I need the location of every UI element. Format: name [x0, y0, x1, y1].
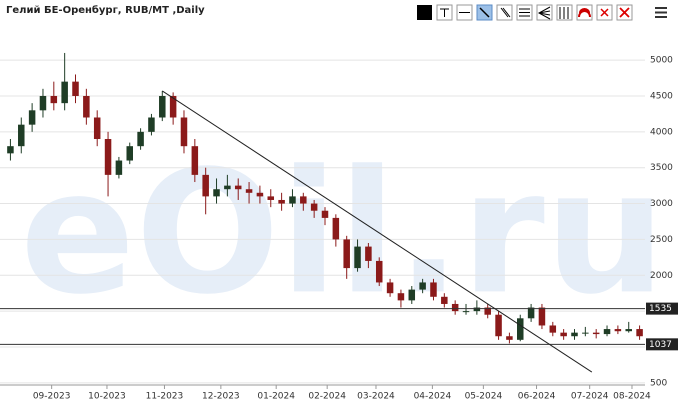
candle-body — [18, 124, 25, 147]
x-tick-label: 02-2024 — [308, 392, 346, 402]
candle-body — [321, 210, 329, 218]
candle-body — [289, 196, 296, 204]
candle-body — [614, 329, 622, 332]
candle-body — [267, 196, 275, 200]
candle-body — [527, 307, 535, 319]
candle-body — [571, 332, 578, 337]
x-tick-label: 12-2023 — [202, 392, 240, 402]
candle-body — [180, 117, 188, 147]
candle-body — [549, 325, 557, 333]
candle-body — [397, 293, 405, 301]
candle-body — [592, 332, 600, 335]
x-tick-label: 08-2024 — [613, 392, 651, 402]
candle-body — [603, 329, 611, 335]
chart-title: Гелий БЕ-Оренбург, RUB/MT ,Daily — [6, 4, 205, 16]
candle-body — [354, 246, 361, 269]
x-tick-label: 11-2023 — [146, 392, 184, 402]
candle-body — [169, 95, 177, 118]
candle-body — [636, 329, 643, 337]
level-label-box — [646, 302, 678, 315]
candle-body — [375, 260, 383, 283]
candle-body — [50, 95, 58, 104]
candle-body — [191, 146, 199, 175]
x-tick-label: 09-2023 — [33, 392, 71, 402]
candle-body — [462, 311, 470, 313]
candle-body — [484, 307, 491, 315]
candle-body — [278, 199, 285, 204]
y-tick-label: 2000 — [650, 271, 673, 281]
y-tick-label: 3500 — [650, 163, 673, 173]
candle-body — [430, 282, 437, 297]
y-tick-label: 4500 — [650, 91, 673, 101]
candle-body — [245, 189, 253, 193]
candle-body — [28, 110, 36, 125]
level-label: 1037 — [649, 340, 672, 350]
candle-body — [61, 81, 68, 104]
x-tick-label: 01-2024 — [257, 392, 295, 402]
candle-body — [300, 196, 307, 204]
level-label-box — [646, 338, 678, 351]
candle-body — [148, 117, 155, 132]
candle-body — [560, 332, 567, 337]
trend-line — [162, 90, 593, 373]
tool-color[interactable] — [417, 5, 432, 20]
candle-body — [310, 203, 318, 211]
x-tick-label: 10-2023 — [88, 392, 126, 402]
candle-body — [441, 296, 448, 304]
candle-body — [419, 282, 426, 290]
tool-arc[interactable] — [576, 4, 593, 21]
level-label: 1535 — [649, 304, 672, 314]
candle-body — [234, 185, 242, 190]
menu-button[interactable] — [655, 7, 667, 18]
candle-body — [408, 289, 416, 301]
candle-body — [506, 336, 513, 340]
candle-body — [137, 131, 144, 147]
candle-body — [365, 246, 372, 261]
y-tick-label: 3000 — [650, 199, 673, 209]
x-tick-label: 06-2024 — [518, 392, 556, 402]
candle-body — [213, 189, 220, 197]
candle-body — [495, 314, 502, 337]
candle-body — [7, 146, 14, 154]
x-tick-label: 04-2024 — [414, 392, 452, 402]
candle-body — [343, 239, 350, 269]
candle-body — [625, 329, 632, 332]
y-tick-label: 5000 — [650, 56, 673, 66]
toolbar — [417, 4, 667, 21]
candle-body — [104, 139, 112, 175]
candle-body — [224, 185, 231, 190]
candle-body — [83, 95, 90, 118]
candle-body — [72, 81, 79, 96]
candle-body — [473, 307, 481, 312]
y-tick-label: 4000 — [650, 127, 673, 137]
candle-body — [538, 307, 546, 326]
candle-body — [256, 192, 264, 197]
candle-body — [386, 282, 394, 294]
candle-body — [451, 303, 459, 312]
x-tick-label: 05-2024 — [465, 392, 503, 402]
candle-body — [39, 95, 47, 111]
candle-body — [517, 318, 524, 340]
y-tick-label: 500 — [650, 378, 667, 388]
candle-body — [126, 146, 133, 161]
y-tick-label: 2500 — [650, 235, 673, 245]
candle-body — [93, 117, 101, 140]
candle-body — [202, 174, 209, 197]
x-tick-label: 07-2024 — [571, 392, 609, 402]
candle-body — [115, 160, 123, 175]
candle-body — [332, 217, 340, 240]
candle-body — [582, 332, 589, 334]
x-tick-label: 03-2024 — [357, 392, 395, 402]
candle-body — [159, 95, 166, 118]
